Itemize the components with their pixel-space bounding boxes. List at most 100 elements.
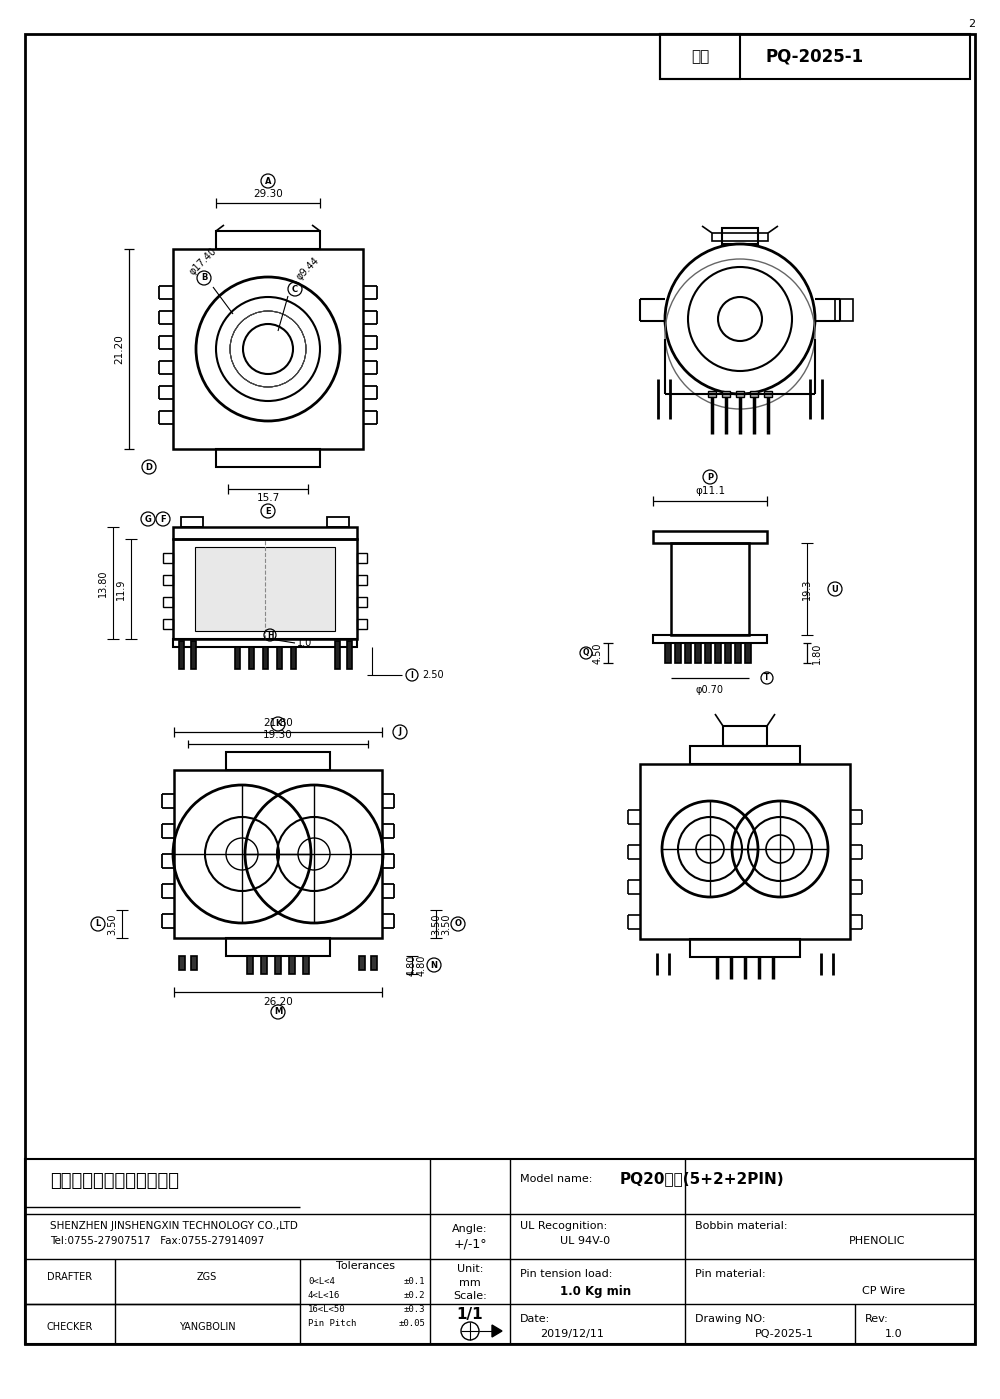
Bar (163, 553, 173, 562)
Bar (665, 644, 671, 663)
Text: Model name:: Model name: (520, 1174, 592, 1184)
Bar (277, 646, 282, 669)
Bar (722, 390, 730, 397)
Text: 19.3: 19.3 (802, 578, 812, 600)
Text: PQ-2025-1: PQ-2025-1 (766, 48, 864, 66)
Bar (275, 956, 281, 974)
Text: 1/1: 1/1 (457, 1307, 483, 1322)
Text: E: E (265, 506, 271, 515)
Bar (660, 34, 970, 78)
Text: I: I (411, 670, 413, 680)
Text: 26.20: 26.20 (263, 997, 293, 1007)
Text: 11.9: 11.9 (116, 578, 126, 600)
Text: 0<L<4: 0<L<4 (308, 1276, 335, 1286)
Bar (715, 644, 721, 663)
Text: DRAFTER: DRAFTER (47, 1272, 93, 1281)
Text: 4.80: 4.80 (417, 954, 427, 975)
Text: Pin material:: Pin material: (695, 1269, 766, 1279)
Bar (735, 644, 741, 663)
Bar (357, 575, 367, 585)
Text: ±0.3: ±0.3 (404, 1304, 425, 1314)
Text: 2.50: 2.50 (422, 670, 444, 680)
Text: Tel:0755-27907517   Fax:0755-27914097: Tel:0755-27907517 Fax:0755-27914097 (50, 1235, 264, 1247)
Text: mm: mm (459, 1279, 481, 1288)
Text: ZGS: ZGS (197, 1272, 217, 1281)
Bar (195, 547, 335, 631)
Text: 19.30: 19.30 (263, 730, 293, 740)
Text: 1.0 Kg min: 1.0 Kg min (560, 1284, 631, 1297)
Bar (327, 518, 349, 527)
Text: 1.0: 1.0 (297, 638, 312, 648)
Text: G: G (145, 515, 151, 523)
Bar (303, 956, 309, 974)
Bar (247, 956, 253, 974)
Text: 深圳市金盛鑫科技有限公司: 深圳市金盛鑫科技有限公司 (50, 1172, 179, 1191)
Bar (173, 527, 357, 539)
Bar (174, 769, 382, 937)
Bar (261, 956, 267, 974)
Text: L: L (95, 919, 101, 929)
Bar (191, 956, 197, 970)
Bar (705, 644, 711, 663)
Text: F: F (160, 515, 166, 523)
Bar (191, 641, 196, 669)
Text: ±0.05: ±0.05 (398, 1318, 425, 1328)
Text: 21.20: 21.20 (114, 334, 124, 364)
Text: ±0.1: ±0.1 (404, 1276, 425, 1286)
Bar (745, 644, 751, 663)
Text: Unit:: Unit: (457, 1265, 483, 1274)
Bar (163, 618, 173, 630)
Bar (725, 644, 731, 663)
Bar (291, 646, 296, 669)
Text: φ0.70: φ0.70 (696, 686, 724, 695)
Text: N: N (430, 961, 438, 970)
Text: UL 94V-0: UL 94V-0 (560, 1235, 610, 1247)
Text: 1.80: 1.80 (812, 642, 822, 663)
Text: 21.80: 21.80 (263, 718, 293, 727)
Text: YANGBOLIN: YANGBOLIN (179, 1322, 235, 1332)
Bar (708, 390, 716, 397)
Text: 2: 2 (968, 20, 975, 29)
Text: K: K (275, 719, 281, 729)
Bar (357, 618, 367, 630)
Text: B: B (201, 273, 207, 283)
Text: CHECKER: CHECKER (47, 1322, 93, 1332)
Text: PQ-2025-1: PQ-2025-1 (755, 1329, 814, 1339)
Text: J: J (398, 727, 402, 736)
Text: Drawing NO:: Drawing NO: (695, 1314, 766, 1323)
Text: CP Wire: CP Wire (862, 1286, 905, 1295)
Bar (695, 644, 701, 663)
Bar (289, 956, 295, 974)
Text: PQ20立式(5+2+2PIN): PQ20立式(5+2+2PIN) (620, 1171, 785, 1186)
Bar (690, 939, 800, 957)
Bar (653, 635, 767, 644)
Text: φ11.1: φ11.1 (695, 485, 725, 497)
Bar (640, 764, 850, 939)
Bar (179, 641, 184, 669)
Text: +/-1°: +/-1° (453, 1238, 487, 1251)
Text: M: M (274, 1007, 282, 1017)
Text: 13.80: 13.80 (98, 569, 108, 597)
Bar (660, 34, 740, 78)
Text: 1.0: 1.0 (885, 1329, 903, 1339)
Text: Tolerances: Tolerances (336, 1260, 394, 1272)
Bar (173, 249, 363, 449)
Bar (357, 553, 367, 562)
Bar (671, 543, 749, 635)
Text: Pin Pitch: Pin Pitch (308, 1318, 356, 1328)
Bar (764, 390, 772, 397)
Text: Q: Q (583, 649, 589, 658)
Text: 型号: 型号 (691, 49, 709, 64)
Text: 16<L<50: 16<L<50 (308, 1304, 346, 1314)
Bar (736, 390, 744, 397)
Text: PHENOLIC: PHENOLIC (848, 1235, 905, 1247)
Text: φ9.44: φ9.44 (295, 256, 321, 283)
Text: φ17.40: φ17.40 (187, 245, 219, 277)
Bar (359, 956, 365, 970)
Bar (722, 228, 758, 243)
Bar (235, 646, 240, 669)
Text: Date:: Date: (520, 1314, 550, 1323)
Bar (163, 597, 173, 607)
Text: P: P (707, 473, 713, 481)
Bar (675, 644, 681, 663)
